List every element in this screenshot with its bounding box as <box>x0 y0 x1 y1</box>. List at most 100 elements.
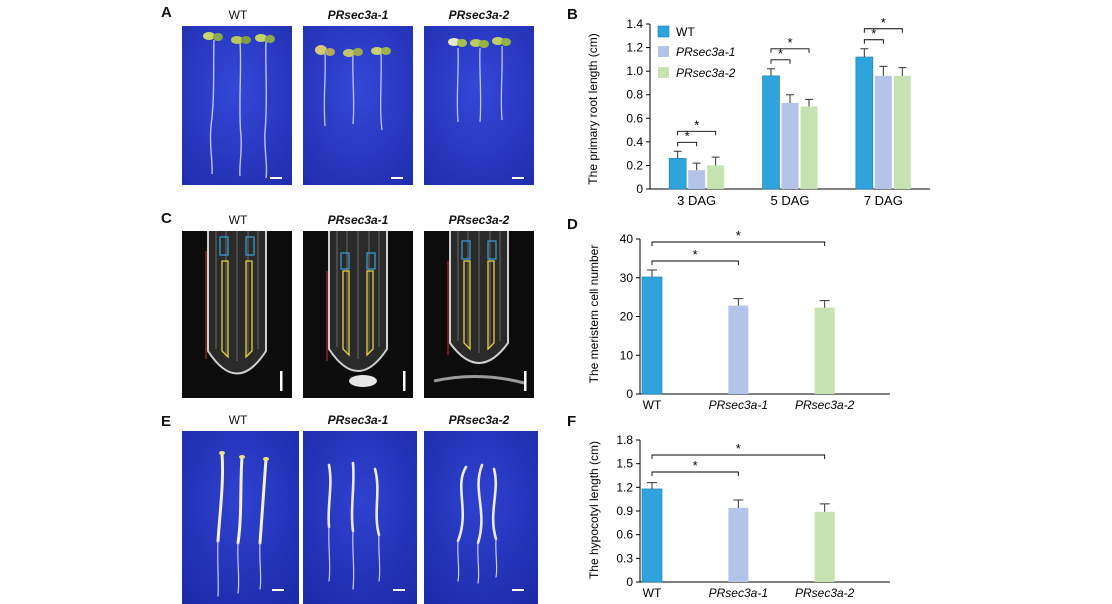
chart-f-axes: 0 0.3 0.6 0.9 1.2 1.5 1.8 <box>616 433 890 589</box>
photo-c-sec3a-2 <box>424 231 534 398</box>
chart-d-xtick-label-2: PRsec3a-2 <box>795 398 855 412</box>
chart-b-errorbar-1-1 <box>786 94 794 103</box>
chart-f-errorbar-0 <box>647 482 657 489</box>
chart-b-sig-0-b-star: * <box>694 117 699 132</box>
chart-b-ytick-label-3: 0.6 <box>626 111 643 125</box>
panel-letter-f: F <box>567 413 577 430</box>
photo-c-wt <box>182 231 292 398</box>
legend-label-wt: WT <box>676 25 695 39</box>
chart-b-errorbar-2-2 <box>898 67 907 76</box>
chart-b-errorbar-2-1 <box>879 65 888 76</box>
chart-b-ytick-label-7: 1.4 <box>626 17 643 31</box>
chart-b-bar-0-0 <box>668 158 687 190</box>
chart-f-sig-a-star: * <box>693 458 698 473</box>
chart-b-ylabel: The primary root length (cm) <box>586 33 600 184</box>
chart-b-ytick-label-1: 0.2 <box>626 158 643 172</box>
chart-b-bar-1-2 <box>800 106 818 189</box>
chart-b-sig-2-a <box>863 39 884 44</box>
chart-b-legend: WT PRsec3a-1 PRsec3a-2 <box>657 25 736 80</box>
chart-f-xtick-label-2: PRsec3a-2 <box>795 586 855 600</box>
chart-b-sig-2-b <box>863 28 903 33</box>
panel-letter-e: E <box>161 413 172 430</box>
photo-e-wt <box>182 431 299 604</box>
chart-b-bar-2-1 <box>874 75 892 189</box>
legend-swatch-wt <box>657 25 670 38</box>
chart-b-bar-1-1 <box>781 102 799 189</box>
photo-e-sec3a-1 <box>303 431 417 604</box>
chart-d-bar-1 <box>728 305 749 394</box>
chart-d-errorbar-1 <box>733 298 744 306</box>
panel-letter-c: C <box>161 210 172 227</box>
label-c-sec3a-2: PRsec3a-2 <box>448 213 510 227</box>
label-a-wt: WT <box>228 8 248 22</box>
legend-swatch-sec3a-1 <box>658 46 669 57</box>
photo-a-sec3a-2 <box>424 26 534 185</box>
chart-b-ytick-label-5: 1.0 <box>626 64 643 78</box>
chart-d-ylabel: The meristem cell number <box>587 245 601 384</box>
chart-f-sig-b-star: * <box>736 441 741 456</box>
chart-d-ytick-label-4: 40 <box>620 232 634 246</box>
legend-label-sec3a-1: PRsec3a-1 <box>676 45 735 59</box>
chart-b-errorbar-0-2 <box>711 156 720 166</box>
chart-d-errorbar-0 <box>647 269 657 277</box>
chart-f-bar-0 <box>641 488 663 583</box>
panel-letter-a: A <box>161 4 172 21</box>
chart-b-ytick-label-2: 0.4 <box>626 135 643 149</box>
chart-b-sig-2-b-star: * <box>881 15 886 30</box>
chart-b-ytick-label-4: 0.8 <box>626 88 643 102</box>
chart-f-sig-a <box>651 471 739 476</box>
chart-b-bar-0-2 <box>707 165 725 189</box>
chart-b-bars: 3 DAG 5 DAG 7 DAG <box>668 48 911 208</box>
chart-b-bar-2-2 <box>893 75 911 189</box>
label-c-sec3a-1: PRsec3a-1 <box>327 213 389 227</box>
chart-f-xtick-label-1: PRsec3a-1 <box>709 586 768 600</box>
chart-b-xtick-label-0: 3 DAG <box>677 193 716 208</box>
chart-b-xtick-label-2: 7 DAG <box>864 193 903 208</box>
photo-a-sec3a-1 <box>303 26 413 185</box>
chart-d-bar-0 <box>641 276 663 395</box>
chart-b-sig-1-a-star: * <box>778 46 783 61</box>
chart-f-ylabel: The hypocotyl length (cm) <box>587 441 601 579</box>
chart-d-axes: 0 10 20 30 40 <box>620 232 890 401</box>
chart-f-ytick-label-3: 0.9 <box>616 504 633 518</box>
photo-c-sec3a-1 <box>303 231 413 398</box>
label-c-wt: WT <box>228 213 248 227</box>
legend-label-sec3a-2: PRsec3a-2 <box>676 66 736 80</box>
chart-b-xtick-label-1: 5 DAG <box>770 193 809 208</box>
chart-b-sig-1-b <box>770 48 810 53</box>
chart-f-ytick-label-6: 1.8 <box>616 433 633 447</box>
label-e-sec3a-1: PRsec3a-1 <box>327 413 389 427</box>
chart-d-xtick-label-1: PRsec3a-1 <box>709 398 768 412</box>
chart-b-sig-1-b-star: * <box>787 35 792 50</box>
chart-d-bars: WT PRsec3a-1 PRsec3a-2 <box>641 269 855 412</box>
chart-b-sig-0-a-star: * <box>685 128 690 143</box>
chart-f-bar-1 <box>728 507 749 582</box>
chart-d-ytick-label-3: 30 <box>620 271 634 285</box>
chart-f-bars: WT PRsec3a-1 PRsec3a-2 <box>641 482 855 600</box>
chart-f-bar-2 <box>814 511 835 582</box>
chart-f-errorbar-1 <box>733 499 744 508</box>
label-a-sec3a-2: PRsec3a-2 <box>448 8 510 22</box>
chart-f-sig-b <box>651 454 826 459</box>
chart-d-sig-a <box>651 260 739 265</box>
chart-d-ytick-label-0: 0 <box>626 387 633 401</box>
chart-d-sig-a-star: * <box>693 247 698 262</box>
chart-b-errorbar-1-0 <box>767 68 775 76</box>
chart-f-significance: ** <box>651 441 826 476</box>
chart-d-significance: ** <box>651 228 826 265</box>
chart-b-bar-2-0 <box>855 56 874 190</box>
photo-e-sec3a-2 <box>424 431 538 604</box>
chart-b: The primary root length (cm) 0 0.2 0.4 0.6 0… <box>586 15 930 208</box>
chart-d-bar-2 <box>814 307 835 394</box>
chart-d-errorbar-2 <box>819 300 830 308</box>
chart-f-xtick-label-0: WT <box>643 586 662 600</box>
panel-letter-b: B <box>567 6 578 23</box>
legend-swatch-sec3a-2 <box>658 67 669 78</box>
chart-b-sig-1-a <box>770 59 791 64</box>
chart-b-errorbar-0-1 <box>692 162 701 171</box>
chart-b-sig-2-a-star: * <box>871 26 876 41</box>
label-a-sec3a-1: PRsec3a-1 <box>327 8 389 22</box>
chart-d-sig-b-star: * <box>736 228 741 243</box>
chart-f-errorbar-2 <box>819 503 830 512</box>
chart-d-xtick-label-0: WT <box>643 398 662 412</box>
